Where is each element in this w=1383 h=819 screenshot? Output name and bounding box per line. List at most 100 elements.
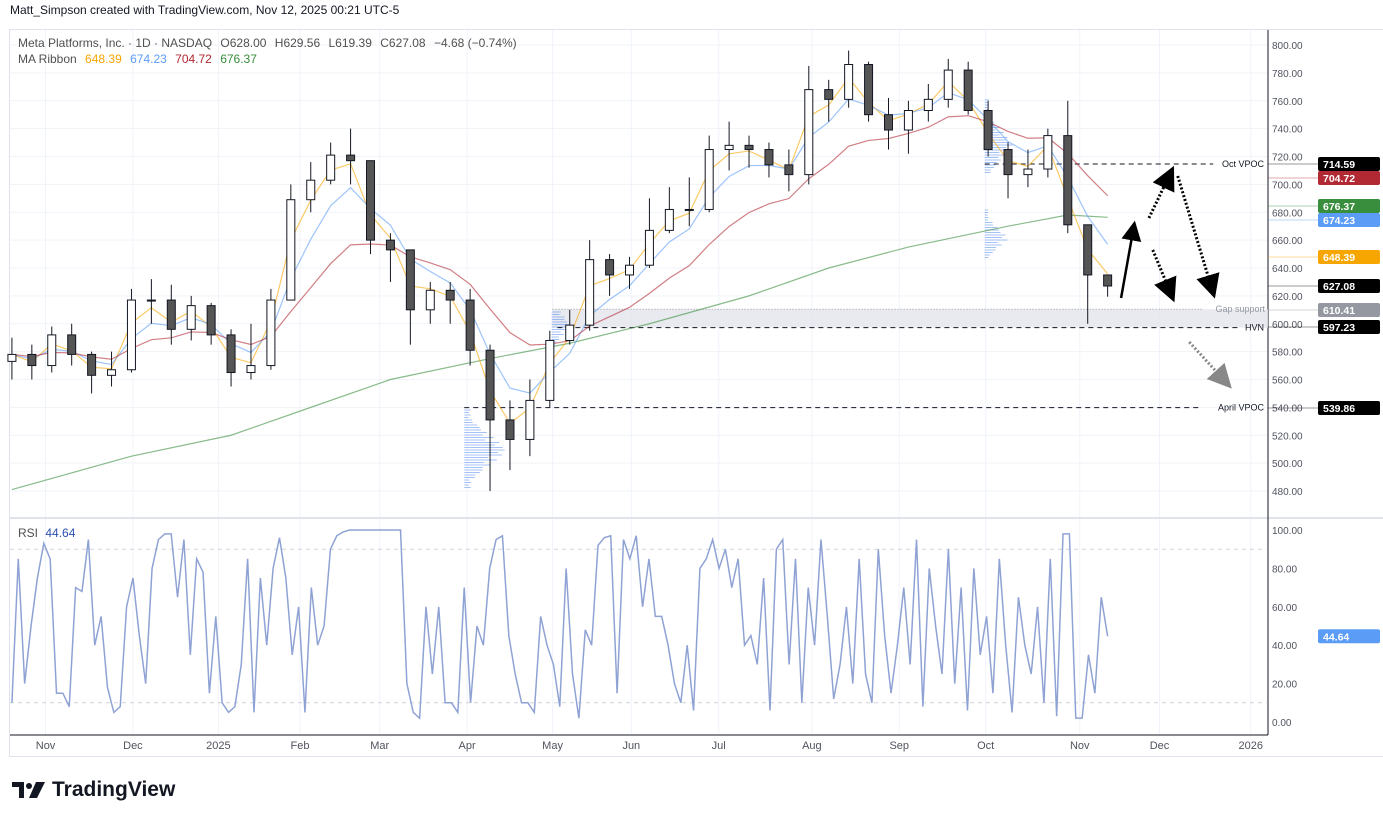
ma-value-4: 676.37 — [220, 52, 257, 66]
candle-body — [664, 208, 674, 231]
time-axis-label: Oct — [977, 740, 994, 752]
chart-frame — [9, 29, 1383, 757]
candle-body — [405, 249, 415, 311]
rsi-axis-label: 20.00 — [1272, 680, 1297, 691]
candle-body — [1103, 274, 1113, 287]
candle-body — [206, 305, 216, 336]
candle-body — [764, 149, 774, 166]
ma-line-long — [11, 214, 1108, 491]
rsi-label[interactable]: RSI — [18, 526, 39, 540]
time-axis-label: Feb — [291, 740, 310, 752]
rsi-value: 44.64 — [45, 526, 76, 540]
candle-body — [27, 353, 37, 367]
price-tag-label: 627.08 — [1323, 281, 1355, 293]
price-axis-label: 780.00 — [1272, 69, 1303, 80]
hvn-label: HVN — [1245, 323, 1264, 333]
projection-arrow-up — [1119, 220, 1142, 299]
candle-body — [1083, 224, 1093, 276]
price-tag — [1318, 303, 1380, 317]
candle-body — [146, 299, 156, 302]
candle-body — [784, 164, 794, 176]
candle-body — [366, 160, 376, 241]
candle-body — [266, 299, 276, 367]
candle-body — [186, 305, 196, 330]
time-axis-label: Jun — [622, 740, 640, 752]
april-vpoc-label: April VPOC — [1218, 403, 1265, 413]
rsi-axis-label: 0.00 — [1272, 718, 1292, 729]
price-axis-label: 760.00 — [1272, 97, 1303, 108]
candle-body — [425, 289, 435, 311]
candle-body — [983, 110, 993, 151]
rsi-value-tag — [1318, 629, 1380, 644]
price-axis-label: 700.00 — [1272, 180, 1303, 191]
candle-body — [903, 110, 913, 131]
time-axis-label: Aug — [802, 740, 822, 752]
candle-body — [644, 229, 654, 266]
price-tag-label: 714.59 — [1323, 159, 1355, 171]
time-axis-label: Apr — [459, 740, 476, 752]
price-tag — [1318, 171, 1380, 185]
candle-body — [465, 299, 475, 351]
price-axis-label: 740.00 — [1272, 125, 1303, 136]
candle-body — [943, 69, 953, 100]
symbol-info[interactable]: Meta Platforms, Inc. · 1D · NASDAQ — [18, 36, 213, 50]
price-tag — [1318, 199, 1380, 213]
candle-body — [824, 89, 834, 100]
price-tag-label: 648.39 — [1323, 252, 1355, 264]
candle-body — [625, 264, 635, 276]
price-tag — [1318, 213, 1380, 227]
rsi-axis-label: 60.00 — [1272, 603, 1297, 614]
price-axis-label: 640.00 — [1272, 264, 1303, 275]
price-tag — [1318, 401, 1380, 415]
candle-body — [744, 144, 754, 151]
ma-value-2: 674.23 — [130, 52, 167, 66]
oct-vpoc-label: Oct VPOC — [1222, 159, 1265, 169]
candle-body — [1003, 149, 1013, 176]
candle-body — [47, 334, 57, 367]
candle-body — [704, 149, 714, 210]
candle-body — [1063, 135, 1073, 226]
price-axis-label: 600.00 — [1272, 320, 1303, 331]
price-tag — [1318, 279, 1380, 293]
ohlc-open: O628.00 — [220, 36, 267, 50]
rsi-legend: RSI 44.64 — [18, 526, 75, 540]
price-tag-label: 674.23 — [1323, 215, 1355, 227]
time-axis-label: Dec — [123, 740, 143, 752]
tradingview-logo[interactable]: TradingView — [12, 778, 175, 802]
candle-body — [346, 154, 356, 162]
ma-ribbon-label[interactable]: MA Ribbon — [18, 52, 77, 66]
time-axis-label: Nov — [36, 740, 56, 752]
projection-arrow-gray-down — [1188, 340, 1232, 389]
ohlc-change: −4.68 (−0.74%) — [433, 36, 517, 50]
time-axis-label: 2026 — [1238, 740, 1262, 752]
candle-body — [87, 353, 97, 376]
candle-body — [923, 98, 933, 112]
tradingview-logo-icon — [12, 782, 45, 798]
ma-value-3: 704.72 — [175, 52, 212, 66]
candle-body — [286, 199, 296, 301]
price-tag-label: 676.37 — [1323, 201, 1355, 213]
chart-credit: Matt_Simpson created with TradingView.co… — [10, 3, 400, 17]
rsi-axis-label: 100.00 — [1272, 526, 1303, 537]
ma-line-medium — [11, 92, 1109, 394]
candle-body — [684, 208, 694, 211]
ma-value-1: 648.39 — [85, 52, 122, 66]
price-tag-label: 610.41 — [1323, 305, 1355, 317]
price-axis-label: 580.00 — [1272, 348, 1303, 359]
price-axis-label: 680.00 — [1272, 208, 1303, 219]
candle-body — [505, 419, 515, 440]
ma-line-slow — [11, 115, 1109, 360]
price-tag-label: 597.23 — [1323, 322, 1355, 334]
candle-body — [565, 324, 575, 341]
candle-body — [385, 239, 395, 251]
price-tag — [1318, 250, 1380, 264]
candle-body — [306, 179, 316, 201]
candle-body — [545, 339, 555, 401]
tradingview-logo-text: TradingView — [52, 778, 176, 801]
time-axis-label: Sep — [889, 740, 909, 752]
rsi-line — [11, 529, 1109, 720]
time-axis-label: 2025 — [206, 740, 230, 752]
candle-body — [67, 334, 77, 355]
ohlc-close: C627.08 — [380, 36, 426, 50]
